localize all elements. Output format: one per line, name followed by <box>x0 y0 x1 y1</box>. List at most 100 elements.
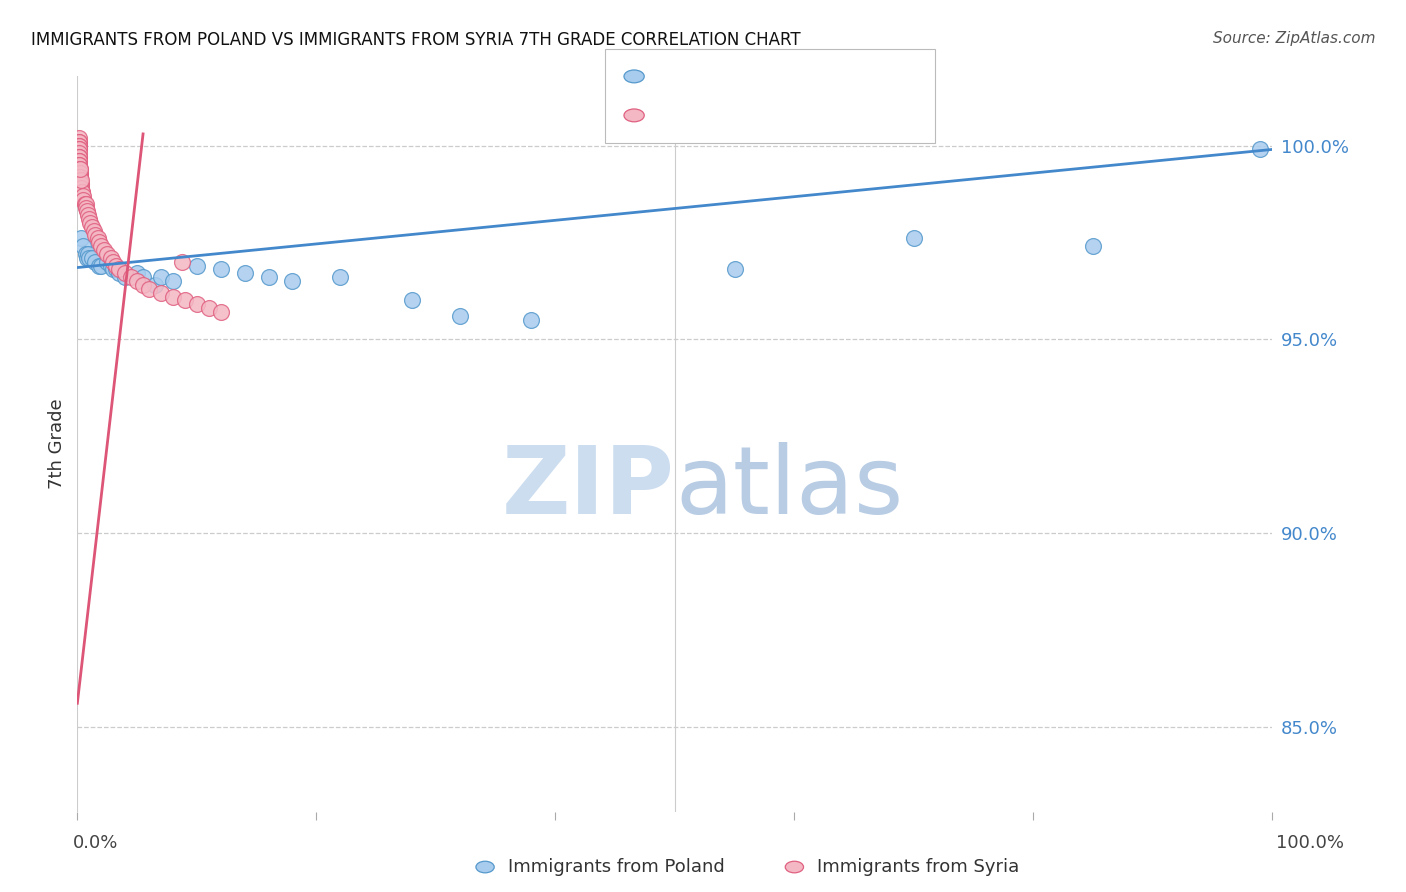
Point <box>86 231 108 245</box>
Point <box>69 169 91 184</box>
Point <box>75 201 97 215</box>
Point <box>87 235 110 250</box>
Point <box>70 185 93 199</box>
Point <box>108 262 131 277</box>
Point <box>69 166 91 180</box>
Point <box>70 173 93 187</box>
Point <box>67 154 90 169</box>
Y-axis label: 7th Grade: 7th Grade <box>48 399 66 489</box>
Point <box>69 161 91 176</box>
Point <box>70 185 93 199</box>
Point <box>114 270 136 285</box>
Point <box>72 239 94 253</box>
Point <box>72 193 94 207</box>
Point <box>79 251 101 265</box>
Point <box>73 196 96 211</box>
Point <box>75 247 97 261</box>
Point <box>67 146 90 161</box>
Point <box>67 142 90 156</box>
Point <box>70 231 93 245</box>
Point <box>76 204 98 219</box>
Point <box>329 270 352 285</box>
Point <box>100 251 122 265</box>
Point <box>257 270 280 285</box>
Point <box>67 138 90 153</box>
Point <box>75 196 97 211</box>
Text: Source: ZipAtlas.com: Source: ZipAtlas.com <box>1212 31 1375 46</box>
Point <box>209 262 232 277</box>
Text: R = 0.374   N = 60: R = 0.374 N = 60 <box>654 106 824 124</box>
Text: ZIP: ZIP <box>502 442 675 534</box>
Point <box>162 274 184 288</box>
Point <box>80 251 103 265</box>
Point <box>162 289 184 303</box>
Point <box>67 142 90 156</box>
Point <box>72 189 94 203</box>
Point <box>79 212 101 227</box>
Point <box>96 247 118 261</box>
Point <box>67 154 90 169</box>
Point <box>69 173 91 187</box>
Point <box>174 293 197 308</box>
Point <box>104 259 127 273</box>
Point <box>186 297 208 311</box>
Point <box>903 231 925 245</box>
Point <box>69 169 91 184</box>
Text: IMMIGRANTS FROM POLAND VS IMMIGRANTS FROM SYRIA 7TH GRADE CORRELATION CHART: IMMIGRANTS FROM POLAND VS IMMIGRANTS FRO… <box>31 31 800 49</box>
Point <box>76 251 98 265</box>
Point <box>84 227 107 242</box>
Point <box>143 277 166 292</box>
Point <box>103 262 124 277</box>
Point <box>724 262 747 277</box>
Point <box>209 305 232 319</box>
Point <box>90 259 112 273</box>
Point <box>67 158 90 172</box>
Point <box>108 266 131 280</box>
Point <box>132 270 155 285</box>
Point <box>127 274 149 288</box>
Point <box>93 243 115 257</box>
Point <box>83 224 105 238</box>
Point <box>67 135 90 149</box>
Point <box>1250 142 1272 156</box>
Point <box>103 254 124 268</box>
Point <box>197 301 219 316</box>
Point <box>67 150 90 164</box>
Point <box>69 166 91 180</box>
Text: atlas: atlas <box>675 442 903 534</box>
Point <box>79 216 101 230</box>
Point <box>90 239 112 253</box>
Text: Immigrants from Poland: Immigrants from Poland <box>508 858 724 876</box>
Point <box>84 254 107 268</box>
Point <box>120 270 142 285</box>
Point <box>401 293 423 308</box>
Point <box>138 282 160 296</box>
Text: 0.0%: 0.0% <box>73 834 118 852</box>
Point <box>172 254 194 268</box>
Point <box>132 277 155 292</box>
Point <box>77 247 100 261</box>
Point <box>114 266 136 280</box>
Point <box>80 219 103 234</box>
Point <box>70 178 93 192</box>
Point <box>67 135 90 149</box>
Point <box>67 138 90 153</box>
Point <box>67 150 90 164</box>
Point <box>127 266 149 280</box>
Text: 100.0%: 100.0% <box>1277 834 1344 852</box>
Point <box>67 130 90 145</box>
Point <box>281 274 304 288</box>
Text: Immigrants from Syria: Immigrants from Syria <box>817 858 1019 876</box>
Text: R = 0.374   N = 35: R = 0.374 N = 35 <box>654 68 824 86</box>
Point <box>150 285 173 300</box>
Point <box>69 181 91 195</box>
Point <box>1083 239 1105 253</box>
Point <box>77 208 100 222</box>
Point <box>70 178 93 192</box>
Point <box>104 262 127 277</box>
Point <box>150 270 173 285</box>
Point <box>186 259 208 273</box>
Point <box>449 309 471 323</box>
Point <box>67 158 90 172</box>
Point <box>520 313 543 327</box>
